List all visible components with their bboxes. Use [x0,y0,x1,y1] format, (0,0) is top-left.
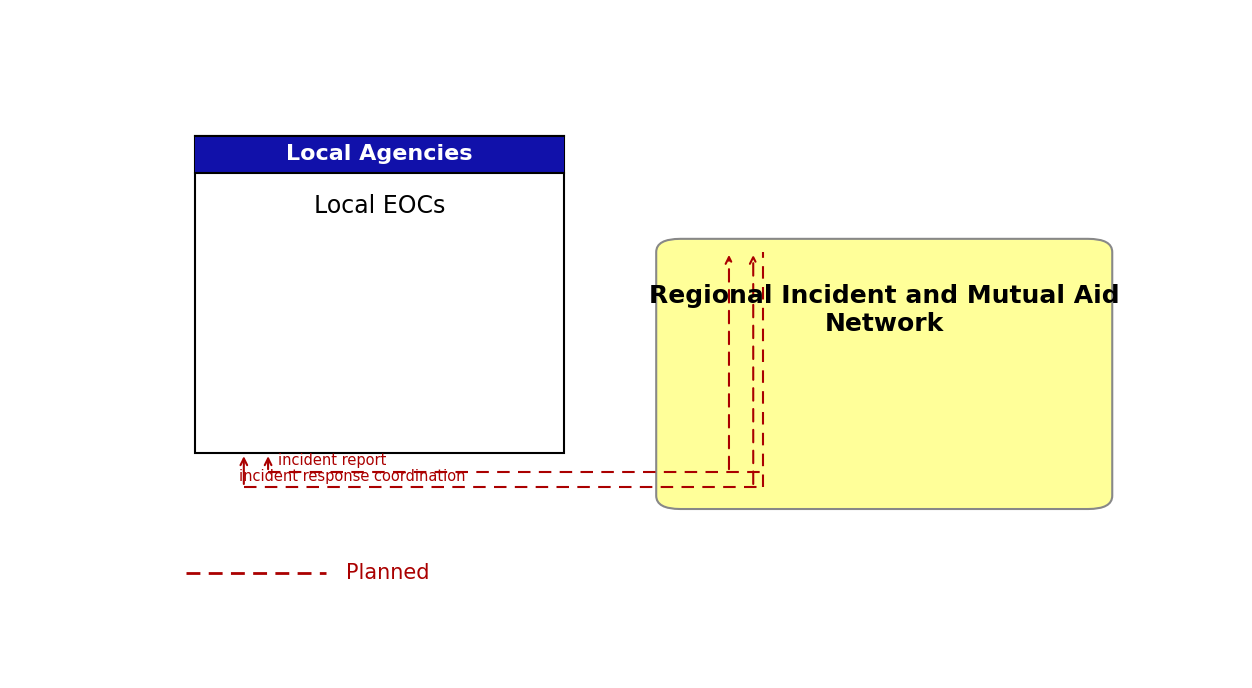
FancyBboxPatch shape [195,136,563,453]
Text: Planned: Planned [346,563,429,583]
Text: Regional Incident and Mutual Aid
Network: Regional Incident and Mutual Aid Network [649,284,1119,336]
Text: incident response coordination: incident response coordination [239,469,466,484]
FancyBboxPatch shape [195,136,563,173]
Text: Local Agencies: Local Agencies [287,144,473,164]
Text: Local EOCs: Local EOCs [314,194,446,218]
Text: incident report: incident report [278,453,386,469]
FancyBboxPatch shape [656,239,1112,509]
